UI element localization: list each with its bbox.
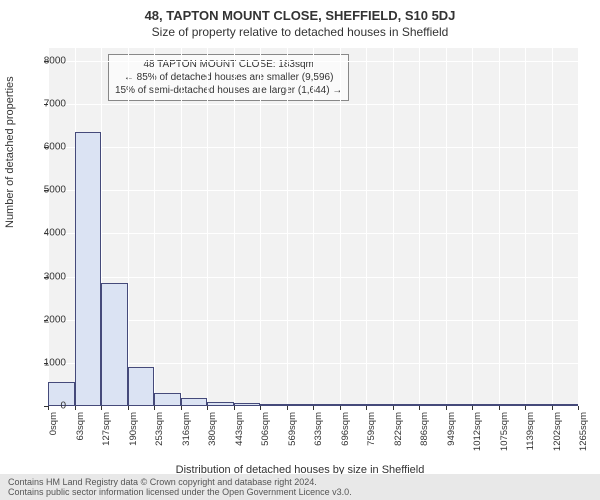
tick-mark-x xyxy=(472,406,473,410)
x-tick-label: 506sqm xyxy=(260,412,271,472)
histogram-bar xyxy=(101,283,128,406)
x-tick-label: 1202sqm xyxy=(552,412,563,472)
x-tick-label: 190sqm xyxy=(128,412,139,472)
grid-line-v xyxy=(234,48,235,406)
x-tick-label: 443sqm xyxy=(234,412,245,472)
grid-line-v xyxy=(393,48,394,406)
histogram-bar xyxy=(525,404,552,406)
x-tick-label: 127sqm xyxy=(101,412,112,472)
x-tick-label: 822sqm xyxy=(393,412,404,472)
footer-line1: Contains HM Land Registry data © Crown c… xyxy=(8,477,592,487)
x-tick-label: 1265sqm xyxy=(578,412,589,472)
chart-subtitle: Size of property relative to detached ho… xyxy=(0,23,600,39)
tick-mark-x xyxy=(446,406,447,410)
tick-mark-x xyxy=(260,406,261,410)
callout-line3: 15% of semi-detached houses are larger (… xyxy=(115,84,342,97)
y-tick-label: 5000 xyxy=(26,185,66,196)
histogram-bar xyxy=(446,404,473,406)
grid-line-v xyxy=(128,48,129,406)
x-tick-label: 316sqm xyxy=(181,412,192,472)
histogram-bar xyxy=(154,393,181,406)
chart-title: 48, TAPTON MOUNT CLOSE, SHEFFIELD, S10 5… xyxy=(0,0,600,23)
y-tick-label: 0 xyxy=(26,401,66,412)
histogram-bar xyxy=(287,404,314,406)
x-tick-label: 0sqm xyxy=(48,412,59,472)
tick-mark-x xyxy=(101,406,102,410)
histogram-bar xyxy=(181,398,208,406)
tick-mark-x xyxy=(552,406,553,410)
tick-mark-x xyxy=(578,406,579,410)
footer: Contains HM Land Registry data © Crown c… xyxy=(0,474,600,500)
x-tick-label: 253sqm xyxy=(154,412,165,472)
grid-line-v xyxy=(525,48,526,406)
histogram-bar xyxy=(234,403,261,406)
grid-line-v xyxy=(552,48,553,406)
x-tick-label: 1139sqm xyxy=(525,412,536,472)
tick-mark-x xyxy=(419,406,420,410)
x-tick-label: 949sqm xyxy=(446,412,457,472)
y-axis-label: Number of detached properties xyxy=(4,76,16,228)
grid-line-v xyxy=(578,48,579,406)
x-tick-label: 1012sqm xyxy=(472,412,483,472)
histogram-bar xyxy=(260,404,287,406)
tick-mark-x xyxy=(499,406,500,410)
footer-line2: Contains public sector information licen… xyxy=(8,487,592,497)
x-tick-label: 633sqm xyxy=(313,412,324,472)
grid-line-v xyxy=(472,48,473,406)
tick-mark-x xyxy=(525,406,526,410)
histogram-bar xyxy=(499,404,526,406)
x-tick-label: 759sqm xyxy=(366,412,377,472)
tick-mark-x xyxy=(340,406,341,410)
x-tick-label: 569sqm xyxy=(287,412,298,472)
histogram-bar xyxy=(313,404,340,406)
y-tick-label: 2000 xyxy=(26,314,66,325)
tick-mark-x xyxy=(181,406,182,410)
grid-line-v xyxy=(260,48,261,406)
callout-line2: ← 85% of detached houses are smaller (9,… xyxy=(115,71,342,84)
grid-line-v xyxy=(313,48,314,406)
histogram-bar xyxy=(419,404,446,406)
tick-mark-x xyxy=(287,406,288,410)
histogram-bar xyxy=(472,404,499,406)
grid-line-v xyxy=(181,48,182,406)
histogram-bar xyxy=(552,404,579,406)
tick-mark-x xyxy=(207,406,208,410)
grid-line-v xyxy=(419,48,420,406)
chart-plot-area: 48 TAPTON MOUNT CLOSE: 183sqm ← 85% of d… xyxy=(48,48,578,406)
x-tick-label: 63sqm xyxy=(75,412,86,472)
tick-mark-x xyxy=(366,406,367,410)
tick-mark-x xyxy=(154,406,155,410)
grid-line-v xyxy=(366,48,367,406)
tick-mark-x xyxy=(313,406,314,410)
y-tick-label: 3000 xyxy=(26,271,66,282)
tick-mark-x xyxy=(128,406,129,410)
histogram-bar xyxy=(393,404,420,406)
y-tick-label: 7000 xyxy=(26,99,66,110)
histogram-bar xyxy=(75,132,102,406)
grid-line-v xyxy=(446,48,447,406)
y-tick-label: 1000 xyxy=(26,357,66,368)
histogram-bar xyxy=(128,367,155,406)
y-tick-label: 4000 xyxy=(26,228,66,239)
tick-mark-x xyxy=(234,406,235,410)
callout-line1: 48 TAPTON MOUNT CLOSE: 183sqm xyxy=(115,58,342,71)
x-tick-label: 1075sqm xyxy=(499,412,510,472)
grid-line-v xyxy=(207,48,208,406)
x-tick-label: 886sqm xyxy=(419,412,430,472)
x-tick-label: 380sqm xyxy=(207,412,218,472)
histogram-bar xyxy=(340,404,367,406)
x-tick-label: 696sqm xyxy=(340,412,351,472)
histogram-bar xyxy=(366,404,393,406)
y-tick-label: 8000 xyxy=(26,55,66,66)
grid-line-v xyxy=(154,48,155,406)
grid-line-v xyxy=(499,48,500,406)
grid-line-v xyxy=(340,48,341,406)
histogram-bar xyxy=(207,402,234,406)
grid-line-v xyxy=(287,48,288,406)
tick-mark-x xyxy=(75,406,76,410)
tick-mark-x xyxy=(393,406,394,410)
y-tick-label: 6000 xyxy=(26,142,66,153)
